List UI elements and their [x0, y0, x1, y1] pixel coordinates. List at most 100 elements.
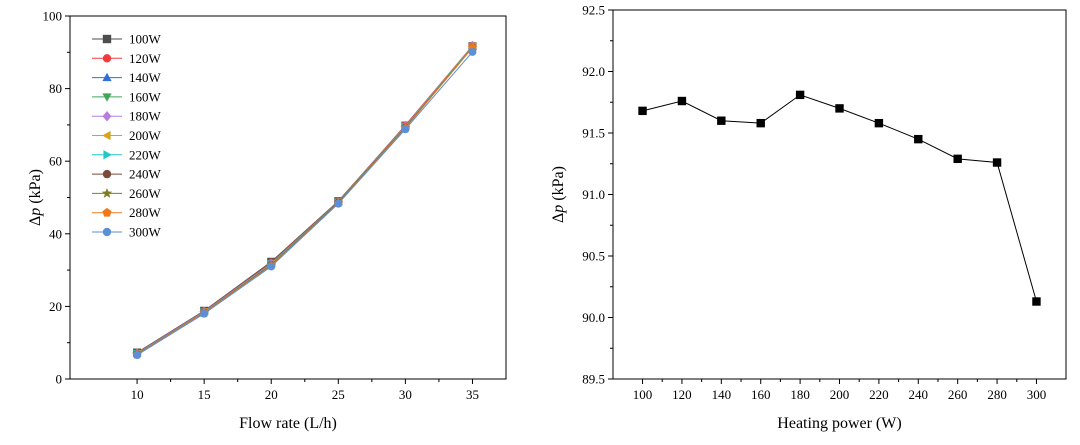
- y-axis-label-symbol: Δ: [27, 216, 44, 226]
- legend-label: 280W: [129, 205, 162, 220]
- series-line: [136, 45, 473, 354]
- data-point: [677, 96, 687, 106]
- data-point: [835, 104, 844, 113]
- plot-frame: [612, 9, 1067, 380]
- legend-label: 220W: [129, 147, 162, 162]
- series-heating-power: [638, 90, 1041, 306]
- legend-marker: [102, 207, 112, 217]
- series-240W: [133, 43, 477, 359]
- series-220W: [133, 42, 478, 359]
- legend-marker: [102, 54, 112, 63]
- y-axis-label-unit: (kPa): [27, 169, 44, 208]
- x-axis-label: Heating power (W): [777, 415, 901, 432]
- series-line: [136, 47, 473, 356]
- y-axis-label: Δp (kPa): [550, 166, 567, 223]
- data-point: [133, 351, 142, 360]
- x-tick-label: 180: [790, 387, 810, 402]
- x-tick-label: 160: [751, 387, 771, 402]
- series-120W: [133, 41, 477, 357]
- series-300W: [133, 47, 477, 360]
- legend-label: 180W: [129, 109, 162, 124]
- data-point: [756, 118, 765, 128]
- data-point: [717, 116, 726, 125]
- data-point: [953, 154, 962, 164]
- legend-marker: [101, 187, 113, 198]
- x-tick-label: 100: [633, 387, 653, 402]
- y-tick-label: 89.5: [582, 372, 605, 387]
- data-point: [1032, 297, 1041, 306]
- y-tick-label: 90.5: [582, 249, 605, 264]
- x-tick-label: 300: [1027, 387, 1047, 402]
- series-line: [136, 45, 473, 355]
- chart-heating-power: 100 120 140 160 180 200 220 240 260 280 300 89.5 90.…: [550, 3, 1067, 432]
- y-tick-label: 20: [49, 299, 62, 314]
- series-line: [136, 46, 473, 355]
- series-line: [642, 94, 1037, 302]
- legend-label: 200W: [129, 128, 162, 143]
- legend-label: 100W: [129, 32, 162, 47]
- series-260W: [132, 42, 478, 359]
- data-point: [992, 158, 1002, 167]
- y-tick-label: 92.5: [582, 3, 605, 18]
- legend-label: 120W: [129, 51, 162, 66]
- data-point: [874, 118, 884, 128]
- series-line: [136, 46, 473, 354]
- x-tick-label: 30: [399, 387, 412, 402]
- legend-marker: [103, 150, 112, 160]
- legend: 100W 120W 140W 160W 180W 200W 220W 240W 260W 280W…: [92, 32, 162, 240]
- y-tick-label: 40: [49, 226, 62, 241]
- chart-flow-rate: 10 15 20 25 30 35 0 20 40 60 80 100 Flow rate (L/h) Δ…: [27, 9, 507, 432]
- series-line: [136, 45, 473, 355]
- data-point: [334, 199, 343, 208]
- x-tick-label: 220: [869, 387, 889, 402]
- y-tick-label: 0: [56, 372, 63, 387]
- legend-label: 240W: [129, 167, 162, 182]
- series-200W: [132, 41, 476, 359]
- x-tick-label: 120: [672, 387, 692, 402]
- legend-marker: [102, 34, 112, 44]
- legend-label: 160W: [129, 89, 162, 104]
- series-line: [136, 46, 473, 355]
- series-180W: [132, 40, 477, 359]
- y-tick-label: 60: [49, 154, 62, 169]
- legend-label: 300W: [129, 225, 162, 240]
- data-point: [267, 262, 276, 271]
- data-point: [914, 134, 923, 144]
- y-tick-label: 92.0: [582, 64, 605, 79]
- legend-marker: [102, 169, 112, 179]
- x-axis-label: Flow rate (L/h): [239, 415, 337, 432]
- data-point: [468, 47, 477, 56]
- x-tick-label: 25: [332, 387, 345, 402]
- x-tick-label: 20: [265, 387, 278, 402]
- data-point: [795, 90, 805, 100]
- series-line: [136, 47, 473, 355]
- y-axis-label-variable: p: [550, 205, 567, 214]
- series-line: [136, 51, 473, 356]
- x-tick-label: 280: [987, 387, 1007, 402]
- x-tick-label: 240: [909, 387, 929, 402]
- y-tick-label: 91.0: [582, 187, 605, 202]
- y-tick-label: 100: [43, 9, 63, 24]
- y-axis-label-symbol: Δ: [550, 213, 567, 223]
- y-tick-label: 80: [49, 81, 62, 96]
- x-tick-label: 200: [830, 387, 850, 402]
- y-tick-label: 91.5: [582, 126, 605, 141]
- x-tick-label: 15: [198, 387, 211, 402]
- data-point: [401, 125, 410, 134]
- legend-marker: [102, 227, 112, 237]
- legend-marker: [102, 93, 112, 102]
- series-line: [136, 45, 473, 353]
- series-280W: [132, 42, 477, 359]
- legend-marker: [102, 130, 111, 141]
- y-axis-label-unit: (kPa): [550, 166, 567, 205]
- y-axis-label: Δp (kPa): [27, 169, 44, 226]
- legend-label: 260W: [129, 186, 162, 201]
- data-point: [200, 309, 209, 318]
- y-axis-label-variable: p: [27, 208, 44, 217]
- series-line: [136, 46, 473, 355]
- series-140W: [132, 41, 477, 357]
- series-160W: [132, 43, 477, 359]
- x-tick-label: 260: [948, 387, 968, 402]
